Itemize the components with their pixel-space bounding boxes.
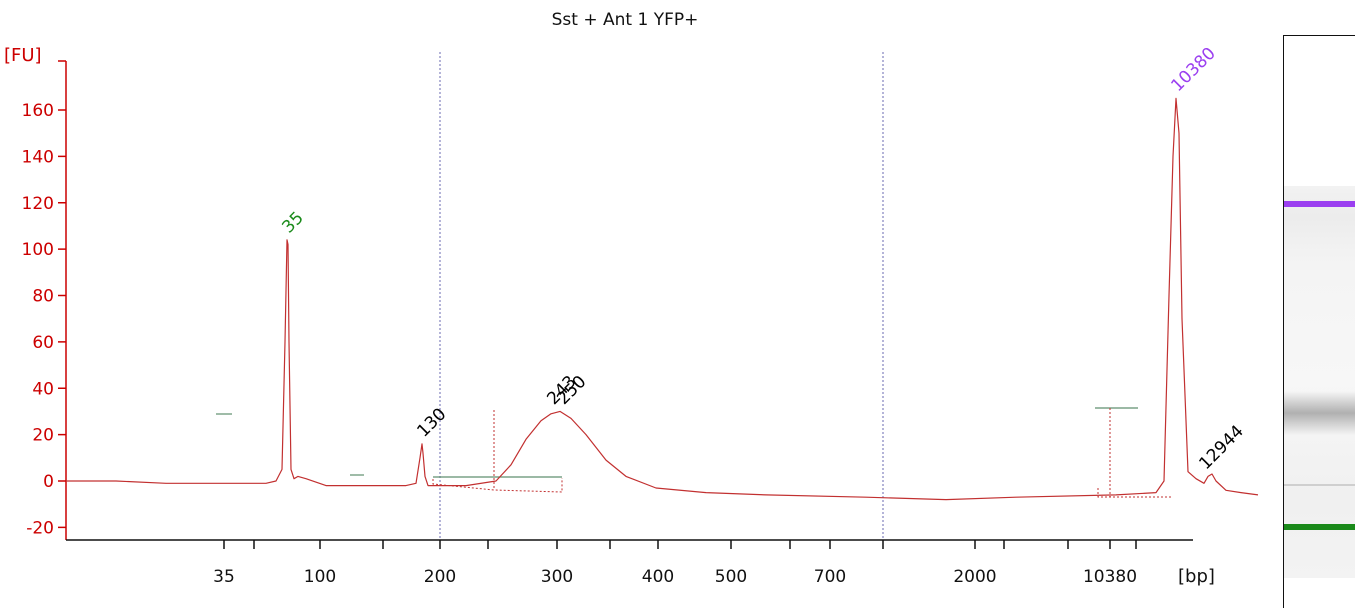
chart-title: Sst + Ant 1 YFP+ bbox=[552, 10, 699, 30]
y-tick-label-80: 80 bbox=[32, 287, 54, 307]
y-axis-unit-label: [FU] bbox=[4, 45, 42, 66]
axes: -20 0 20 40 60 80 100 120 140 160 35 100 200 300 400 50… bbox=[22, 60, 1193, 587]
peak-label-35: 35 bbox=[278, 208, 307, 237]
x-tick-label-2000: 2000 bbox=[953, 567, 996, 587]
x-tick-label-700: 700 bbox=[814, 567, 846, 587]
peak-label-12944: 12944 bbox=[1195, 422, 1247, 474]
x-tick-label-400: 400 bbox=[642, 567, 674, 587]
y-tick-label-120: 120 bbox=[22, 194, 54, 214]
trace-layer bbox=[66, 97, 1259, 501]
y-tick-label-60: 60 bbox=[32, 333, 54, 353]
gel-image-panel bbox=[1283, 35, 1355, 608]
electropherogram-chart: Sst + Ant 1 YFP+ [FU] [bp] -20 0 20 40 60 80 1… bbox=[4, 10, 1259, 587]
peak-region-markers bbox=[216, 407, 1172, 498]
y-tick-label-160: 160 bbox=[22, 101, 54, 121]
gel-lane bbox=[1284, 186, 1355, 578]
x-axis-unit-label: [bp] bbox=[1178, 566, 1215, 587]
peak-label-10380: 10380 bbox=[1167, 44, 1219, 96]
y-tick-label-40: 40 bbox=[32, 379, 54, 399]
y-tick-label-20: 20 bbox=[32, 426, 54, 446]
y-tick-label-100: 100 bbox=[22, 240, 54, 260]
gel-band-lower-marker bbox=[1284, 524, 1355, 531]
x-tick-label-100: 100 bbox=[304, 567, 336, 587]
guide-lines bbox=[439, 52, 884, 540]
x-tick-label-300: 300 bbox=[541, 567, 573, 587]
x-tick-label-35: 35 bbox=[213, 567, 235, 587]
y-tick-label-0: 0 bbox=[43, 472, 54, 492]
electropherogram-trace bbox=[66, 97, 1259, 501]
peak-10380-region bbox=[1097, 488, 1172, 498]
gel-band-upper-marker bbox=[1284, 200, 1355, 207]
peak-label-130: 130 bbox=[413, 404, 450, 441]
x-tick-label-500: 500 bbox=[715, 567, 747, 587]
x-tick-label-200: 200 bbox=[424, 567, 456, 587]
y-tick-label-140: 140 bbox=[22, 147, 54, 167]
gel-band-smear bbox=[1284, 391, 1355, 436]
x-tick-label-10380: 10380 bbox=[1083, 567, 1137, 587]
y-tick-label--20: -20 bbox=[26, 518, 54, 538]
gel-band-faint bbox=[1284, 483, 1355, 486]
